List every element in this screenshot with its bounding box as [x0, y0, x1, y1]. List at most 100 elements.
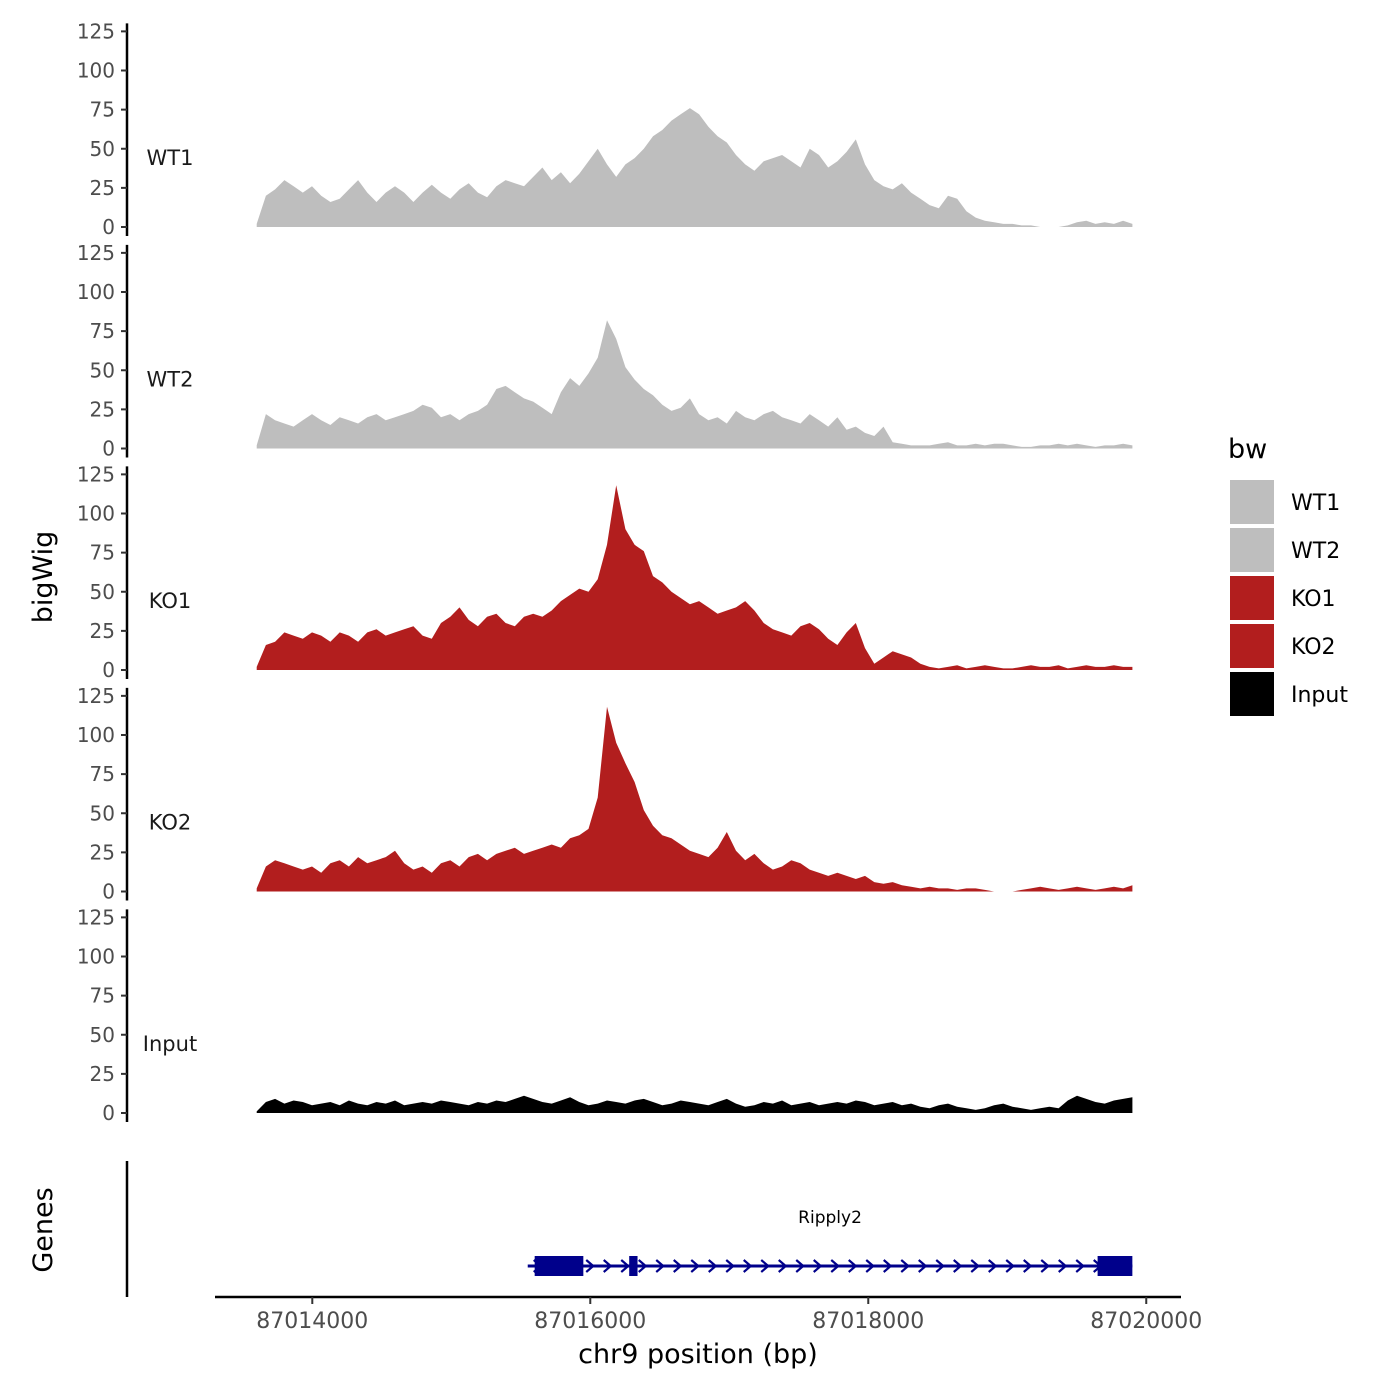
y-tick-label: 50 [90, 580, 115, 604]
strand-arrow [918, 1259, 928, 1273]
signal-area-wt2 [256, 320, 1133, 449]
gene-exon [534, 1256, 584, 1276]
track-wt1: 0 25 50 75 100 125 WT1 [77, 19, 1133, 239]
genes-panel: Ripply2 [125, 1161, 1133, 1297]
signal-area-ko2 [256, 706, 1133, 892]
y-tick-label: 50 [90, 1023, 115, 1047]
y-tick-label: 0 [102, 215, 115, 239]
strand-arrow [1005, 1259, 1015, 1273]
track-label: WT2 [147, 367, 194, 391]
legend-title: bw [1228, 434, 1267, 465]
y-tick-label: 75 [90, 98, 115, 122]
legend-label: WT2 [1291, 539, 1340, 564]
y-tick-label: 75 [90, 541, 115, 565]
signal-area-wt1 [256, 108, 1133, 227]
legend-swatch [1230, 480, 1274, 524]
y-tick-label: 75 [90, 762, 115, 786]
legend-label: KO2 [1291, 635, 1336, 660]
strand-arrow [1040, 1259, 1050, 1273]
y-tick-label: 100 [77, 945, 115, 969]
strand-arrow [848, 1259, 858, 1273]
y-tick-label: 75 [90, 984, 115, 1008]
y-tick-label: 50 [90, 358, 115, 382]
track-label: KO1 [149, 589, 192, 613]
strand-arrow [1075, 1259, 1085, 1273]
y-tick-label: 125 [77, 684, 115, 708]
track-ko2: 0 25 50 75 100 125 KO2 [77, 684, 1133, 904]
signal-area-ko1 [256, 485, 1133, 670]
legend-label: WT1 [1291, 491, 1340, 516]
tracks-layer: 0 25 50 75 100 125 WT1 0 25 50 75 100 125 WT2 0 25 50 75 1… [77, 19, 1133, 1125]
strand-arrow [900, 1259, 910, 1273]
gene-label: Ripply2 [798, 1208, 862, 1228]
track-label: WT1 [147, 146, 194, 170]
strand-arrow [970, 1259, 980, 1273]
strand-arrow [865, 1259, 875, 1273]
x-tick-label: 87016000 [534, 1309, 646, 1334]
strand-arrow [1058, 1259, 1068, 1273]
strand-arrow [655, 1259, 665, 1273]
strand-arrow [673, 1259, 683, 1273]
x-axis-title: chr9 position (bp) [578, 1339, 818, 1370]
legend-item-ko2: KO2 [1230, 624, 1336, 668]
y-tick-label: 50 [90, 137, 115, 161]
track-label: KO2 [149, 810, 192, 834]
y-tick-label: 125 [77, 462, 115, 486]
legend-swatch [1230, 576, 1274, 620]
y-tick-label: 125 [77, 19, 115, 43]
strand-arrow [708, 1259, 718, 1273]
legend-label: Input [1291, 683, 1348, 708]
y-axis-title: bigWig [28, 531, 59, 624]
y-tick-label: 100 [77, 59, 115, 83]
strand-arrow [795, 1259, 805, 1273]
legend-item-wt1: WT1 [1230, 480, 1340, 524]
strand-arrow [988, 1259, 998, 1273]
strand-arrow [585, 1259, 595, 1273]
x-tick-label: 87020000 [1090, 1309, 1202, 1334]
legend-item-ko1: KO1 [1230, 576, 1336, 620]
y-tick-label: 25 [90, 619, 115, 643]
legend: bw WT1 WT2 KO1 KO2 Input [1228, 434, 1348, 716]
strand-arrow [620, 1259, 630, 1273]
strand-arrow [953, 1259, 963, 1273]
gene-exon [1097, 1256, 1133, 1276]
signal-area-input [256, 1095, 1133, 1113]
strand-arrow [690, 1259, 700, 1273]
legend-swatch [1230, 624, 1274, 668]
legend-item-wt2: WT2 [1230, 528, 1340, 572]
y-tick-label: 0 [102, 658, 115, 682]
genes-axis-title: Genes [28, 1187, 59, 1272]
strand-arrow [1023, 1259, 1033, 1273]
y-tick-label: 25 [90, 840, 115, 864]
y-tick-label: 25 [90, 1062, 115, 1086]
x-tick-label: 87014000 [256, 1309, 368, 1334]
x-axis: 87014000 87016000 87018000 87020000 [215, 1295, 1202, 1334]
y-tick-label: 100 [77, 280, 115, 304]
y-tick-label: 50 [90, 801, 115, 825]
gene-ripply2: Ripply2 [527, 1208, 1133, 1276]
legend-swatch [1230, 528, 1274, 572]
y-tick-label: 0 [102, 437, 115, 461]
strand-arrow [813, 1259, 823, 1273]
strand-arrow [743, 1259, 753, 1273]
y-tick-label: 25 [90, 397, 115, 421]
strand-arrow [883, 1259, 893, 1273]
track-label: Input [143, 1032, 197, 1056]
x-tick-label: 87018000 [812, 1309, 924, 1334]
track-ko1: 0 25 50 75 100 125 KO1 [77, 462, 1133, 682]
track-wt2: 0 25 50 75 100 125 WT2 [77, 241, 1133, 461]
y-tick-label: 75 [90, 319, 115, 343]
strand-arrow [760, 1259, 770, 1273]
strand-arrow [725, 1259, 735, 1273]
y-tick-label: 0 [102, 1101, 115, 1125]
strand-arrow [638, 1259, 648, 1273]
legend-swatch [1230, 672, 1274, 716]
legend-item-input: Input [1230, 672, 1348, 716]
y-tick-label: 25 [90, 176, 115, 200]
y-tick-label: 100 [77, 723, 115, 747]
y-tick-label: 100 [77, 502, 115, 526]
gene-exon [629, 1256, 638, 1276]
track-input: 0 25 50 75 100 125 Input [77, 905, 1133, 1125]
y-tick-label: 125 [77, 241, 115, 265]
